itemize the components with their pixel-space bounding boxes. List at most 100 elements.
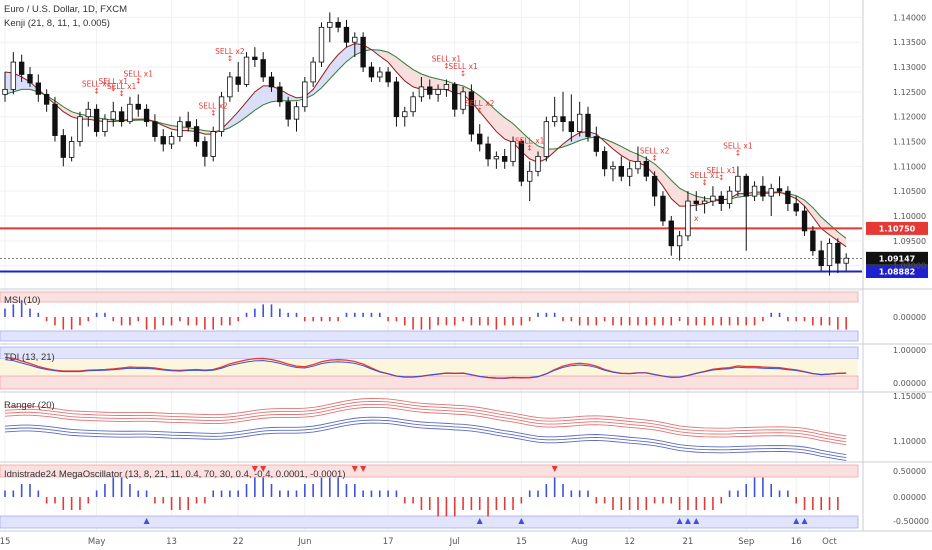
- candle-body: [676, 235, 683, 247]
- cloud-segment: [346, 43, 355, 62]
- candle-body: [177, 121, 183, 137]
- indicator-label: Kenji (21, 8, 11, 1, 0.005): [4, 18, 110, 29]
- sell-signal-arrow: ↕: [651, 153, 657, 162]
- sell-signal-arrow: ↕: [527, 143, 533, 152]
- candle-body: [85, 108, 91, 118]
- candle-body: [352, 36, 358, 43]
- megaosc-up-arrow: [793, 518, 800, 524]
- candle-body: [535, 156, 541, 172]
- cloud-segment: [504, 117, 514, 143]
- msi-upper-band: [0, 291, 859, 303]
- cloud-segment: [246, 91, 255, 117]
- cloud-segment: [288, 94, 297, 101]
- candle-body: [485, 143, 491, 160]
- megaosc-down-arrow: [351, 466, 358, 472]
- candle-body: [435, 88, 441, 95]
- candle-body: [118, 111, 125, 123]
- ranger-band-line: [4, 419, 847, 458]
- time-tick-label: Aug: [571, 537, 588, 547]
- sell-signal-label: SELL x1: [707, 166, 737, 175]
- ranger-band-line: [4, 422, 847, 461]
- candle-body: [601, 151, 608, 170]
- time-tick-label: 15: [516, 537, 527, 547]
- candle-body: [143, 108, 150, 123]
- candle-body: [310, 61, 316, 83]
- candle-body: [468, 91, 475, 135]
- candle-body: [193, 126, 200, 142]
- candle-body: [551, 116, 558, 123]
- time-tick-label: Jun: [297, 537, 311, 547]
- candle-body: [502, 156, 508, 162]
- candle-body: [60, 135, 66, 158]
- candle-body: [102, 118, 108, 132]
- candlestick-series: [2, 12, 849, 276]
- megaosc-up-arrow: [676, 518, 683, 524]
- cloud-segment: [488, 102, 497, 132]
- sell-signal-arrow: ↕: [210, 109, 216, 118]
- ranger-band-line: [4, 406, 847, 446]
- sell-signal-label: SELL x1: [690, 171, 720, 180]
- candle-body: [252, 56, 258, 60]
- time-tick-label: 13: [166, 537, 177, 547]
- level-tag: [866, 221, 928, 235]
- time-tick-label: 15: [0, 537, 10, 547]
- megaosc-down-arrow: [360, 466, 367, 472]
- candle-body: [335, 21, 341, 28]
- cloud-segment: [313, 76, 322, 95]
- candle-body: [818, 250, 824, 267]
- ranger-band-line: [4, 416, 847, 456]
- sell-signal-arrow: ↕: [477, 106, 483, 115]
- megaosc-up-arrow: [801, 518, 808, 524]
- level-tag-label: 1.08882: [879, 268, 915, 277]
- price-tick-label: 1.13500: [893, 38, 926, 47]
- last-price-tag: [866, 251, 928, 265]
- time-tick-label: 22: [233, 537, 244, 547]
- candle-body: [693, 200, 699, 204]
- candle-body: [518, 141, 525, 182]
- sell-signal-label: SELL x1: [124, 69, 154, 78]
- candle-body: [843, 257, 849, 264]
- sell-signal-arrow: ↕: [135, 76, 141, 85]
- price-tick-label: 1.09000: [893, 262, 926, 271]
- candle-body: [135, 103, 141, 110]
- candle-body: [243, 56, 250, 85]
- candle-body: [710, 195, 716, 202]
- candle-body: [460, 91, 466, 110]
- megaosc-up-arrow: [684, 518, 691, 524]
- candle-body: [801, 210, 808, 232]
- indicator-panes: [4, 300, 847, 524]
- sell-signal-label: SELL x1: [99, 77, 129, 86]
- cloud-segment: [54, 100, 64, 112]
- chart-title: Euro / U.S. Dollar, 1D, FXCM: [4, 4, 127, 15]
- sell-signal-arrow: ↕: [110, 84, 116, 93]
- cloud-segment: [254, 85, 264, 111]
- candle-body: [410, 96, 416, 113]
- candle-body: [393, 81, 400, 118]
- candle-body: [493, 156, 500, 160]
- candle-body: [452, 84, 458, 110]
- candle-body: [52, 103, 58, 136]
- cloud-segment: [404, 63, 414, 87]
- megaosc-pane-title: Idnistrade24 MegaOscillator (13, 8, 21, …: [4, 469, 346, 480]
- price-tick-label: 1.12000: [893, 113, 926, 122]
- tdi-pane-title: TDI (13, 21): [4, 352, 55, 363]
- time-axis: 15 May 13 22 Jun 17 Jul 15 Aug 12 21 Sep 16 Oct: [0, 537, 838, 547]
- candle-body: [43, 93, 50, 105]
- candle-body: [93, 108, 100, 132]
- tdi-upper-band: [0, 346, 859, 360]
- megaosc-up-arrow: [476, 518, 483, 524]
- candle-body: [27, 74, 33, 84]
- time-tick-label: 21: [683, 537, 694, 547]
- candle-body: [327, 21, 333, 28]
- candle-body: [168, 136, 175, 145]
- candle-body: [751, 185, 758, 197]
- candle-body: [743, 175, 749, 197]
- candle-body: [651, 175, 658, 197]
- candle-body: [576, 113, 583, 132]
- candle-body: [35, 82, 42, 95]
- pane-tick-label: 1.10000: [893, 437, 926, 446]
- candle-body: [835, 242, 841, 264]
- cloud-segment: [321, 64, 330, 88]
- candle-body: [826, 242, 833, 267]
